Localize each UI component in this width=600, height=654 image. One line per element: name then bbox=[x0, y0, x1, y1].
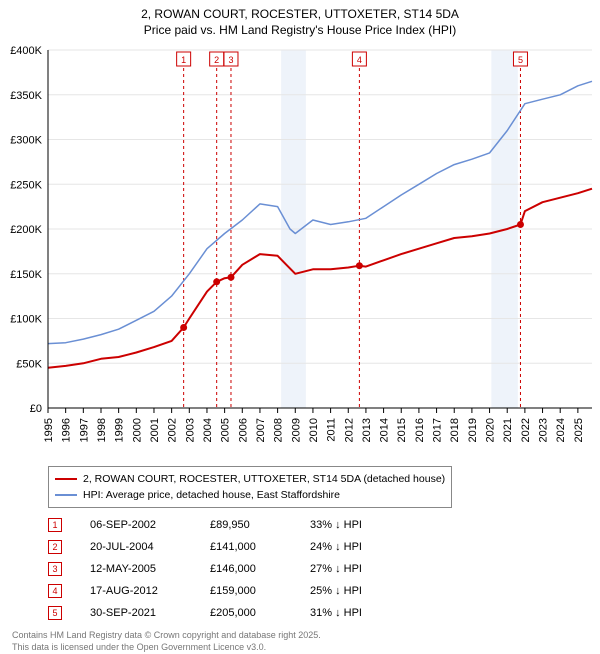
svg-text:2008: 2008 bbox=[273, 418, 285, 442]
table-row: 2 20-JUL-2004£141,00024% ↓ HPI bbox=[48, 536, 590, 558]
txn-pct: 31% ↓ HPI bbox=[310, 607, 410, 619]
txn-price: £159,000 bbox=[210, 585, 310, 597]
svg-text:1997: 1997 bbox=[78, 418, 90, 442]
svg-text:2013: 2013 bbox=[361, 418, 373, 442]
chart-container: 2, ROWAN COURT, ROCESTER, UTTOXETER, ST1… bbox=[0, 0, 600, 650]
chart-title: 2, ROWAN COURT, ROCESTER, UTTOXETER, ST1… bbox=[0, 0, 600, 42]
table-row: 4 17-AUG-2012£159,00025% ↓ HPI bbox=[48, 580, 590, 602]
chart-svg: £0 £50K £100K £150K £200K £250K £300K £350K £400… bbox=[0, 42, 600, 462]
svg-text:2011: 2011 bbox=[326, 418, 338, 442]
svg-text:£300K: £300K bbox=[10, 135, 42, 147]
svg-text:2003: 2003 bbox=[184, 418, 196, 442]
svg-text:1995: 1995 bbox=[43, 418, 55, 442]
svg-text:2009: 2009 bbox=[290, 418, 302, 442]
txn-price: £141,000 bbox=[210, 541, 310, 553]
legend-label: HPI: Average price, detached house, East… bbox=[83, 489, 340, 501]
txn-date: 20-JUL-2004 bbox=[90, 541, 210, 553]
legend-item-price-paid: 2, ROWAN COURT, ROCESTER, UTTOXETER, ST1… bbox=[55, 471, 445, 487]
svg-text:2000: 2000 bbox=[131, 418, 143, 442]
table-row: 1 06-SEP-2002£89,95033% ↓ HPI bbox=[48, 514, 590, 536]
svg-text:2002: 2002 bbox=[167, 418, 179, 442]
svg-text:2025: 2025 bbox=[573, 418, 585, 442]
table-row: 5 30-SEP-2021£205,00031% ↓ HPI bbox=[48, 602, 590, 624]
svg-text:2022: 2022 bbox=[520, 418, 532, 442]
svg-text:2006: 2006 bbox=[237, 418, 249, 442]
svg-text:2005: 2005 bbox=[220, 418, 232, 442]
txn-date: 17-AUG-2012 bbox=[90, 585, 210, 597]
svg-text:2021: 2021 bbox=[502, 418, 514, 442]
svg-text:2023: 2023 bbox=[538, 418, 550, 442]
legend-item-hpi: HPI: Average price, detached house, East… bbox=[55, 487, 445, 503]
txn-date: 12-MAY-2005 bbox=[90, 563, 210, 575]
marker-badge: 4 bbox=[48, 584, 62, 598]
transaction-table: 1 06-SEP-2002£89,95033% ↓ HPI 2 20-JUL-2004… bbox=[48, 514, 590, 624]
legend-swatch bbox=[55, 478, 77, 480]
svg-text:1: 1 bbox=[181, 55, 186, 65]
marker-badge: 3 bbox=[48, 562, 62, 576]
marker-badge: 5 bbox=[48, 606, 62, 620]
txn-pct: 25% ↓ HPI bbox=[310, 585, 410, 597]
svg-text:1999: 1999 bbox=[114, 418, 126, 442]
svg-text:£0: £0 bbox=[30, 403, 42, 415]
txn-pct: 24% ↓ HPI bbox=[310, 541, 410, 553]
svg-text:2017: 2017 bbox=[432, 418, 444, 442]
title-address: 2, ROWAN COURT, ROCESTER, UTTOXETER, ST1… bbox=[10, 6, 590, 22]
footer-line: This data is licensed under the Open Gov… bbox=[12, 642, 590, 654]
svg-text:2012: 2012 bbox=[343, 418, 355, 442]
title-subtitle: Price paid vs. HM Land Registry's House … bbox=[10, 22, 590, 38]
svg-text:£50K: £50K bbox=[16, 359, 42, 371]
svg-text:2018: 2018 bbox=[449, 418, 461, 442]
svg-text:1998: 1998 bbox=[96, 418, 108, 442]
svg-text:£350K: £350K bbox=[10, 90, 42, 102]
svg-text:5: 5 bbox=[518, 55, 523, 65]
svg-text:£150K: £150K bbox=[10, 269, 42, 281]
svg-text:2010: 2010 bbox=[308, 418, 320, 442]
svg-text:£400K: £400K bbox=[10, 45, 42, 57]
svg-text:2015: 2015 bbox=[396, 418, 408, 442]
svg-text:2020: 2020 bbox=[485, 418, 497, 442]
svg-text:1996: 1996 bbox=[61, 418, 73, 442]
chart-plot-area: £0 £50K £100K £150K £200K £250K £300K £350K £400… bbox=[0, 42, 600, 462]
svg-text:£200K: £200K bbox=[10, 224, 42, 236]
table-row: 3 12-MAY-2005£146,00027% ↓ HPI bbox=[48, 558, 590, 580]
svg-text:2: 2 bbox=[214, 55, 219, 65]
legend-label: 2, ROWAN COURT, ROCESTER, UTTOXETER, ST1… bbox=[83, 473, 445, 485]
svg-text:4: 4 bbox=[357, 55, 362, 65]
txn-pct: 33% ↓ HPI bbox=[310, 519, 410, 531]
legend: 2, ROWAN COURT, ROCESTER, UTTOXETER, ST1… bbox=[48, 466, 452, 508]
svg-text:2004: 2004 bbox=[202, 418, 214, 442]
svg-text:2014: 2014 bbox=[379, 418, 391, 442]
legend-swatch bbox=[55, 494, 77, 496]
svg-text:£250K: £250K bbox=[10, 180, 42, 192]
marker-badge: 2 bbox=[48, 540, 62, 554]
svg-text:2001: 2001 bbox=[149, 418, 161, 442]
svg-text:£100K: £100K bbox=[10, 314, 42, 326]
txn-price: £205,000 bbox=[210, 607, 310, 619]
svg-text:2016: 2016 bbox=[414, 418, 426, 442]
txn-price: £146,000 bbox=[210, 563, 310, 575]
footer-line: Contains HM Land Registry data © Crown c… bbox=[12, 630, 590, 642]
svg-text:2007: 2007 bbox=[255, 418, 267, 442]
svg-text:3: 3 bbox=[228, 55, 233, 65]
marker-badge: 1 bbox=[48, 518, 62, 532]
footer-attribution: Contains HM Land Registry data © Crown c… bbox=[12, 630, 590, 653]
svg-text:2019: 2019 bbox=[467, 418, 479, 442]
txn-date: 30-SEP-2021 bbox=[90, 607, 210, 619]
txn-date: 06-SEP-2002 bbox=[90, 519, 210, 531]
txn-pct: 27% ↓ HPI bbox=[310, 563, 410, 575]
svg-text:2024: 2024 bbox=[555, 418, 567, 442]
txn-price: £89,950 bbox=[210, 519, 310, 531]
